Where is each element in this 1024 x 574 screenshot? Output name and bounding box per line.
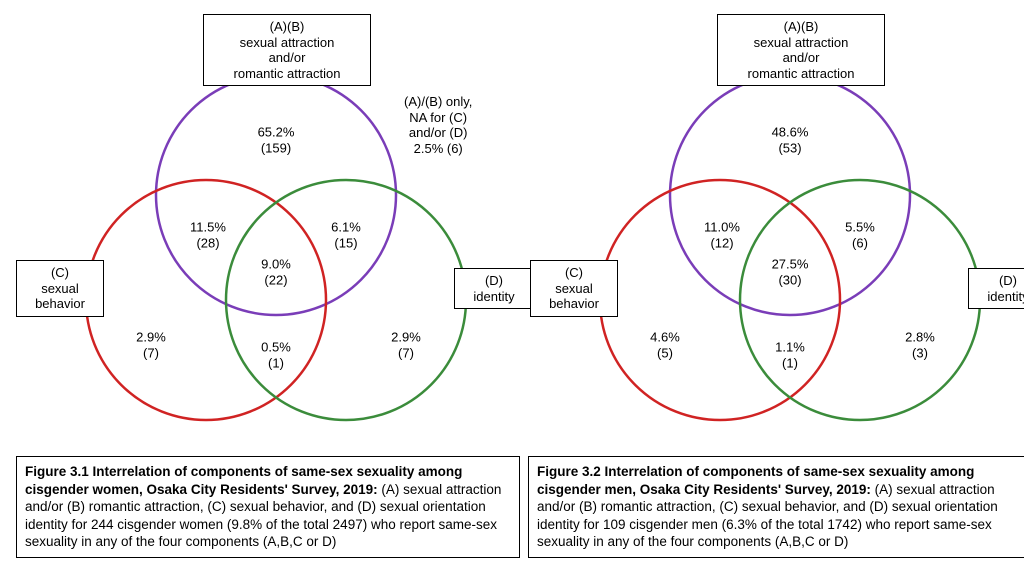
caption-figure-3-1: Figure 3.1 Interrelation of components o…	[16, 456, 520, 558]
caption-figure-3-2: Figure 3.2 Interrelation of components o…	[528, 456, 1024, 558]
label-ab-text: (A)(B) sexual attraction and/or romantic…	[748, 19, 855, 81]
label-box-ab: (A)(B) sexual attraction and/or romantic…	[203, 14, 371, 86]
val-ab-c: 11.5% (28)	[190, 219, 226, 250]
val-c-d: 0.5% (1)	[261, 339, 291, 370]
val-ab-c: 11.0% (12)	[704, 219, 740, 250]
val-c-only: 2.9% (7)	[136, 329, 166, 360]
label-ab-text: (A)(B) sexual attraction and/or romantic…	[234, 19, 341, 81]
val-d-only: 2.8% (3)	[905, 329, 935, 360]
val-c-d: 1.1% (1)	[775, 339, 805, 370]
label-box-c: (C) sexual behavior	[16, 260, 104, 317]
label-d-text: (D) identity	[473, 273, 514, 304]
label-box-ab: (A)(B) sexual attraction and/or romantic…	[717, 14, 885, 86]
circle-d	[226, 180, 466, 420]
circle-c	[600, 180, 840, 420]
venn-panel-men: (A)(B) sexual attraction and/or romantic…	[530, 10, 1024, 450]
val-ab-d: 6.1% (15)	[331, 219, 361, 250]
label-d-text: (D) identity	[987, 273, 1024, 304]
val-ab-only: 48.6% (53)	[772, 124, 809, 155]
val-abcd: 27.5% (30)	[772, 256, 809, 287]
label-c-text: (C) sexual behavior	[35, 265, 85, 311]
side-note: (A)/(B) only, NA for (C) and/or (D) 2.5%…	[404, 94, 472, 156]
val-d-only: 2.9% (7)	[391, 329, 421, 360]
venn-panel-women: (A)(B) sexual attraction and/or romantic…	[16, 10, 516, 450]
label-box-d: (D) identity	[454, 268, 534, 309]
val-c-only: 4.6% (5)	[650, 329, 680, 360]
circle-d	[740, 180, 980, 420]
val-abcd: 9.0% (22)	[261, 256, 291, 287]
circle-c	[86, 180, 326, 420]
label-box-c: (C) sexual behavior	[530, 260, 618, 317]
label-box-d: (D) identity	[968, 268, 1024, 309]
val-ab-only: 65.2% (159)	[258, 124, 295, 155]
label-c-text: (C) sexual behavior	[549, 265, 599, 311]
val-ab-d: 5.5% (6)	[845, 219, 875, 250]
